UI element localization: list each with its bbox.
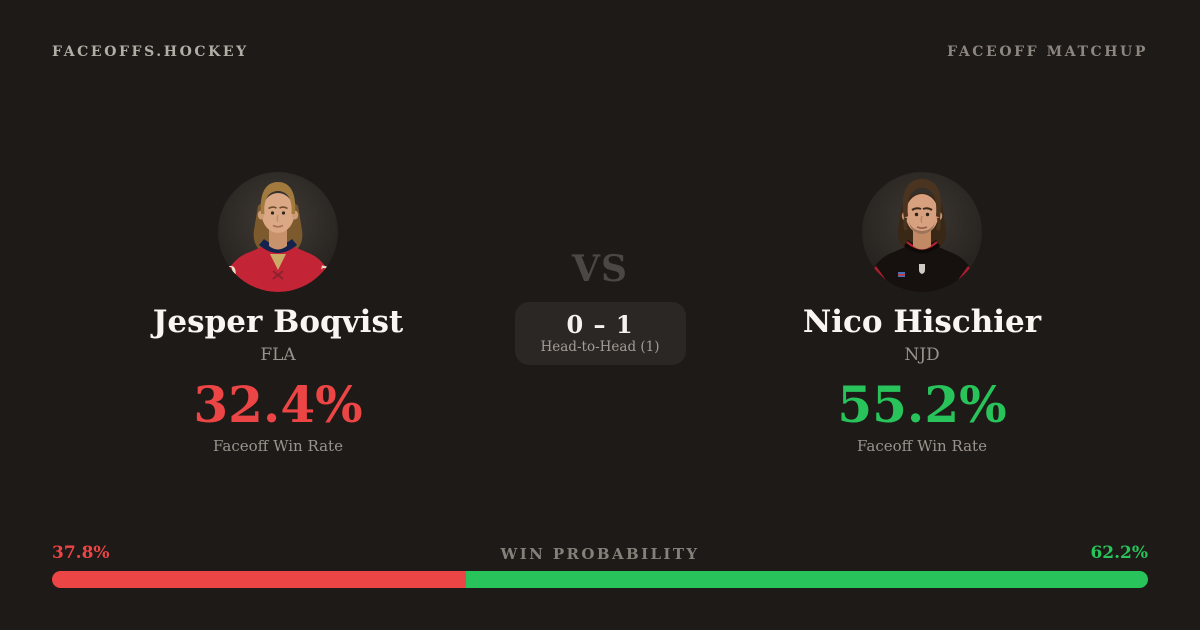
winprob-bar-left-fill xyxy=(52,571,467,588)
player-name-left: Jesper Boqvist xyxy=(152,304,404,340)
winprob-bar-right-fill xyxy=(466,571,1148,588)
winrate-label-left: Faceoff Win Rate xyxy=(213,437,343,455)
head-to-head-box: 0 – 1 Head-to-Head (1) xyxy=(514,302,686,365)
win-probability-labels: 37.8% WIN PROBABILITY 62.2% xyxy=(52,543,1148,563)
player-avatar-right xyxy=(862,172,982,292)
player-winrate-right: 55.2% xyxy=(837,375,1007,434)
player-team-right: NJD xyxy=(904,345,940,365)
winprob-title: WIN PROBABILITY xyxy=(500,545,700,563)
header: FACEOFFS.HOCKEY FACEOFF MATCHUP xyxy=(52,44,1148,60)
win-probability-bar xyxy=(52,571,1148,588)
winprob-right-value: 62.2% xyxy=(1090,543,1148,563)
player-photo-left-icon: 0 7 xyxy=(218,172,338,292)
player-team-left: FLA xyxy=(260,345,296,365)
player-card-left: 0 7 xyxy=(78,172,478,455)
winprob-left-value: 37.8% xyxy=(52,543,110,563)
player-card-right: Nico Hischier NJD 55.2% Faceoff Win Rate xyxy=(722,172,1122,455)
vs-label: VS xyxy=(572,248,628,290)
player-winrate-left: 32.4% xyxy=(193,375,363,434)
player-name-right: Nico Hischier xyxy=(802,304,1042,340)
brand-logo: FACEOFFS.HOCKEY xyxy=(52,44,249,60)
winrate-label-right: Faceoff Win Rate xyxy=(857,437,987,455)
page-title: FACEOFF MATCHUP xyxy=(947,44,1148,60)
svg-text:7: 7 xyxy=(318,262,331,282)
head-to-head-label: Head-to-Head (1) xyxy=(540,339,660,355)
player-avatar-left: 0 7 xyxy=(218,172,338,292)
matchup-center: VS 0 – 1 Head-to-Head (1) xyxy=(400,249,800,365)
head-to-head-score: 0 – 1 xyxy=(566,310,634,339)
player-photo-right-icon xyxy=(862,172,982,292)
